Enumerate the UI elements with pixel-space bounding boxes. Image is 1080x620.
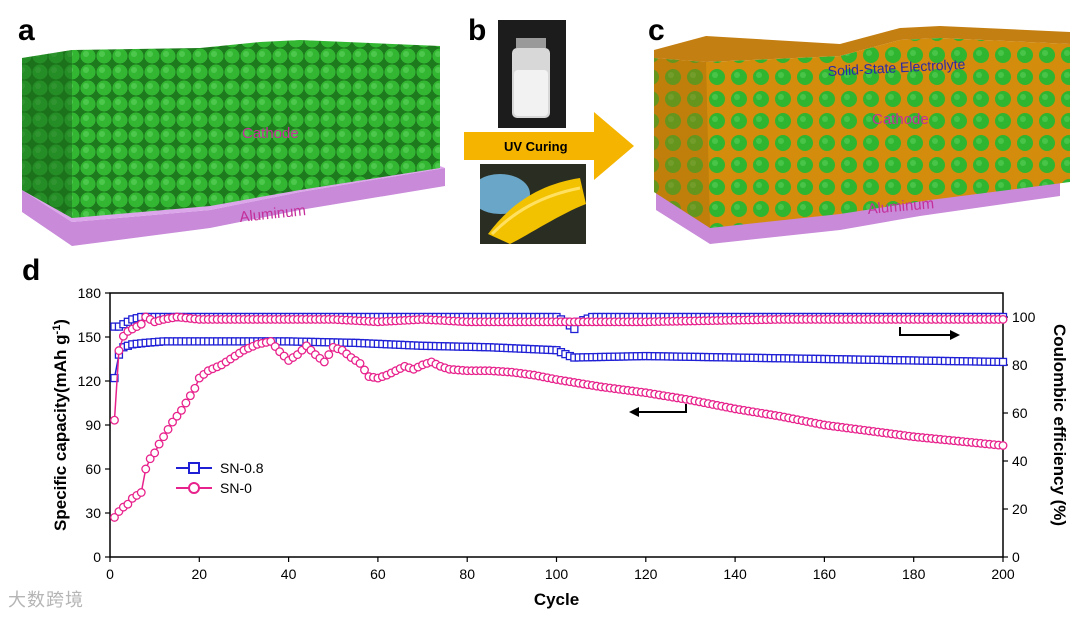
legend-sn08: SN-0.8 xyxy=(220,460,264,476)
data-point xyxy=(355,358,365,368)
uv-curing-text: UV Curing xyxy=(504,139,568,154)
electrolyte-text: Solid-State Electrolyte xyxy=(827,56,966,79)
data-point xyxy=(190,383,200,393)
chart-legend: SN-0.8 SN-0 xyxy=(176,460,264,496)
x-tick-label: 80 xyxy=(459,566,475,582)
y-right-tick-label: 60 xyxy=(1012,405,1028,421)
y-right-tick-label: 40 xyxy=(1012,453,1028,469)
data-point xyxy=(123,499,133,509)
y-left-tick-label: 30 xyxy=(85,505,101,521)
x-tick-label: 180 xyxy=(902,566,926,582)
data-point xyxy=(163,424,173,434)
x-tick-label: 140 xyxy=(723,566,747,582)
panel-label-b: b xyxy=(468,14,487,47)
y-axis-right-label: Coulombic efficiency (%) xyxy=(1050,324,1069,526)
y-right-tick-label: 100 xyxy=(1012,309,1036,325)
x-tick-label: 100 xyxy=(545,566,569,582)
panel-label-d: d xyxy=(22,254,41,287)
cured-film-photo xyxy=(480,164,586,244)
data-point xyxy=(159,432,169,442)
series-line xyxy=(113,316,1003,421)
data-point xyxy=(998,357,1008,367)
data-point xyxy=(110,373,119,383)
y-left-tick-label: 120 xyxy=(78,373,102,389)
axis-arrows xyxy=(629,327,960,417)
x-tick-label: 60 xyxy=(370,566,386,582)
x-tick-label: 40 xyxy=(281,566,297,582)
data-point xyxy=(360,365,369,375)
data-point xyxy=(324,350,334,360)
data-point xyxy=(141,464,151,474)
aluminum-text-c: Aluminum xyxy=(867,195,935,218)
x-tick-label: 200 xyxy=(991,566,1015,582)
panel-label-a: a xyxy=(18,14,35,47)
aluminum-layer xyxy=(22,168,445,246)
cycling-chart: 0 20 40 60 80 100 120 140 160 180 2000306090120150… xyxy=(51,285,1069,609)
data-point xyxy=(570,324,579,334)
y-left-tick-label: 0 xyxy=(93,549,101,565)
data-point xyxy=(176,405,186,415)
plot-frame xyxy=(109,292,1004,558)
precursor-vial-photo xyxy=(498,20,566,128)
cathode-layer xyxy=(22,40,440,218)
y-left-tick-label: 90 xyxy=(85,417,101,433)
y-left-tick-label: 150 xyxy=(78,329,102,345)
x-tick-label: 160 xyxy=(813,566,837,582)
data-point xyxy=(998,441,1008,450)
panel-a-illustration: Cathode Aluminum xyxy=(22,40,445,246)
x-tick-label: 20 xyxy=(192,566,208,582)
data-point xyxy=(319,357,329,367)
composite-cathode-layer xyxy=(654,38,1070,228)
data-point xyxy=(172,411,182,421)
electrolyte-top-layer xyxy=(654,26,1070,62)
y-right-tick-label: 80 xyxy=(1012,357,1028,373)
data-point xyxy=(150,448,160,458)
cathode-text: Cathode xyxy=(242,125,299,142)
legend-marker-sn08 xyxy=(188,462,200,474)
series-SN-0-efficiency xyxy=(110,312,1008,425)
data-point xyxy=(110,415,119,425)
y-right-tick-label: 0 xyxy=(1012,549,1020,565)
series-SN-08-capacity xyxy=(110,337,1008,383)
arrow-to-left-axis xyxy=(636,404,687,413)
y-left-tick-label: 180 xyxy=(78,285,102,301)
data-point xyxy=(136,319,146,329)
data-point xyxy=(114,346,124,356)
legend-marker-sn0 xyxy=(188,482,200,494)
data-point xyxy=(154,439,164,449)
y-right-tick-label: 20 xyxy=(1012,501,1028,517)
uv-curing-arrow: UV Curing xyxy=(464,112,634,180)
data-point xyxy=(998,314,1008,324)
panel-label-c: c xyxy=(648,14,665,47)
x-axis-label: Cycle xyxy=(534,590,579,609)
data-point xyxy=(168,417,177,427)
data-point xyxy=(145,454,155,464)
cathode-text-c: Cathode xyxy=(872,111,929,128)
aluminum-text: Aluminum xyxy=(239,202,307,226)
y-axis-left-label: Specific capacity(mAh g-1) xyxy=(51,319,70,531)
x-tick-label: 120 xyxy=(634,566,658,582)
watermark: 大数跨境 xyxy=(8,590,84,610)
data-point xyxy=(110,512,119,522)
panel-c-illustration: Solid-State Electrolyte Cathode Aluminum xyxy=(654,26,1070,244)
series-SN-0-capacity xyxy=(110,336,1008,522)
data-point xyxy=(181,398,191,408)
data-point xyxy=(136,488,146,497)
x-tick-label: 0 xyxy=(106,566,114,582)
y-left-tick-label: 60 xyxy=(85,461,101,477)
legend-sn0: SN-0 xyxy=(220,480,252,496)
arrow-to-right-axis xyxy=(899,327,955,336)
data-point xyxy=(185,391,195,401)
